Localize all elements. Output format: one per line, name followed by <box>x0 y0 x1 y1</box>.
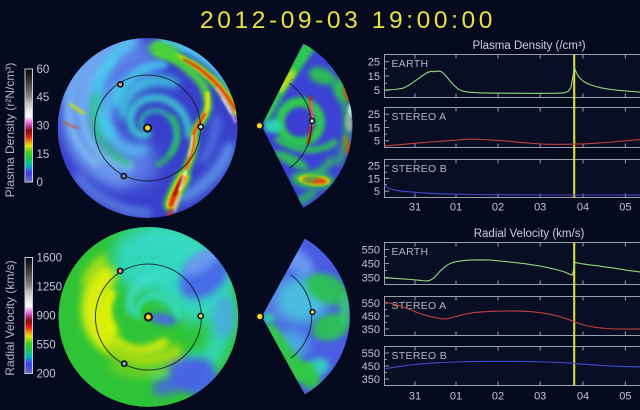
svg-text:02: 02 <box>492 202 504 214</box>
svg-text:0: 0 <box>37 177 43 189</box>
svg-text:550: 550 <box>362 298 380 310</box>
svg-text:04: 04 <box>577 391 589 403</box>
svg-text:05: 05 <box>619 202 631 214</box>
svg-text:Plasma Density (r²N/cm³): Plasma Density (r²N/cm³) <box>3 63 17 198</box>
svg-text:Plasma Density (/cm³): Plasma Density (/cm³) <box>472 40 585 52</box>
svg-text:200: 200 <box>37 369 56 381</box>
svg-text:1600: 1600 <box>37 253 63 265</box>
svg-text:STEREO B: STEREO B <box>392 163 448 175</box>
svg-text:5: 5 <box>374 136 380 148</box>
svg-text:31: 31 <box>409 202 421 214</box>
svg-text:EARTH: EARTH <box>392 246 429 258</box>
svg-text:15: 15 <box>368 71 380 83</box>
svg-text:05: 05 <box>619 391 631 403</box>
svg-text:03: 03 <box>534 391 546 403</box>
svg-text:04: 04 <box>577 202 589 214</box>
svg-text:02: 02 <box>492 391 504 403</box>
svg-text:STEREO B: STEREO B <box>392 350 448 362</box>
svg-text:5: 5 <box>374 186 380 198</box>
svg-text:Radial Velocity (km/s): Radial Velocity (km/s) <box>474 228 585 240</box>
svg-text:03: 03 <box>534 202 546 214</box>
svg-text:EARTH: EARTH <box>392 58 429 70</box>
svg-text:01: 01 <box>450 391 462 403</box>
svg-text:25: 25 <box>368 161 380 173</box>
svg-text:STEREO A: STEREO A <box>392 111 447 123</box>
svg-text:350: 350 <box>362 374 380 386</box>
svg-text:5: 5 <box>374 85 380 97</box>
svg-text:15: 15 <box>368 173 380 185</box>
svg-text:Radial Velocity (km/s): Radial Velocity (km/s) <box>3 260 17 375</box>
svg-text:550: 550 <box>37 340 56 352</box>
svg-text:STEREO A: STEREO A <box>392 300 447 312</box>
svg-text:01: 01 <box>450 202 462 214</box>
svg-text:25: 25 <box>368 57 380 69</box>
svg-text:350: 350 <box>362 324 380 336</box>
svg-text:30: 30 <box>37 121 50 133</box>
svg-text:1250: 1250 <box>37 282 63 294</box>
svg-text:550: 550 <box>362 244 380 256</box>
svg-text:450: 450 <box>362 311 380 323</box>
svg-text:15: 15 <box>37 149 50 161</box>
svg-text:31: 31 <box>409 391 421 403</box>
svg-text:900: 900 <box>37 311 56 323</box>
svg-text:350: 350 <box>362 272 380 284</box>
svg-text:450: 450 <box>362 361 380 373</box>
svg-text:550: 550 <box>362 348 380 360</box>
svg-text:25: 25 <box>368 109 380 121</box>
svg-text:2012-09-03 19:00:00: 2012-09-03 19:00:00 <box>200 7 496 34</box>
svg-text:450: 450 <box>362 258 380 270</box>
svg-text:15: 15 <box>368 122 380 134</box>
svg-text:60: 60 <box>37 64 50 76</box>
svg-text:45: 45 <box>37 92 50 104</box>
